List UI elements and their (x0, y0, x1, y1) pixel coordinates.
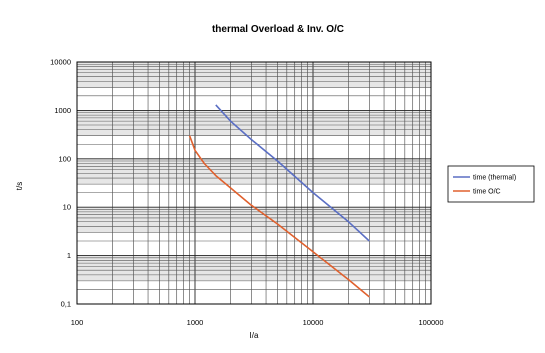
x-axis-ticks: 100 1000 10000 100000 (71, 318, 444, 327)
grid-band (77, 110, 431, 136)
series-line-oc (188, 135, 370, 298)
legend-box (447, 165, 535, 203)
x-axis-label: I/a (250, 331, 259, 340)
grid-band (77, 207, 431, 233)
y-tick-label: 1000 (54, 106, 71, 115)
x-tick-label: 10000 (303, 318, 324, 327)
y-tick-label: 1 (67, 251, 71, 260)
grid-band (77, 255, 431, 281)
grid-lines (76, 62, 431, 305)
series-line-thermal (215, 104, 370, 242)
chart-title: thermal Overload & Inv. O/C (212, 24, 344, 35)
y-tick-label: 0,1 (61, 300, 71, 309)
grid-band (77, 158, 431, 185)
y-tick-label: 100 (58, 154, 71, 163)
series-layer (188, 104, 370, 298)
plot-border (76, 61, 432, 305)
y-axis-ticks: 0,1 1 10 100 1000 10000 (50, 58, 71, 309)
x-tick-label: 1000 (187, 318, 204, 327)
x-tick-label: 100000 (418, 318, 443, 327)
y-axis-label: t/s (15, 182, 24, 190)
y-tick-label: 10 (63, 203, 71, 212)
legend-label-thermal: time (thermal) (473, 175, 516, 182)
y-tick-label: 10000 (50, 58, 71, 67)
x-tick-label: 100 (71, 318, 84, 327)
legend-label-oc: time O/C (473, 189, 501, 196)
grid-band (77, 62, 431, 88)
plot-bands (77, 62, 431, 281)
legend: time (thermal) time O/C (447, 165, 535, 203)
